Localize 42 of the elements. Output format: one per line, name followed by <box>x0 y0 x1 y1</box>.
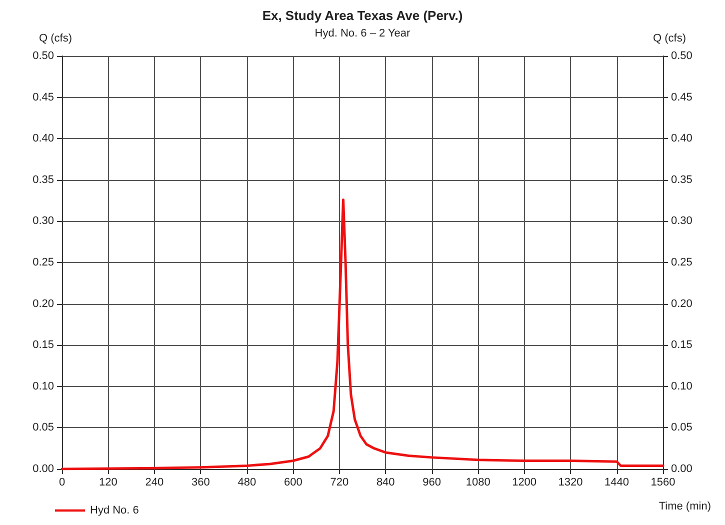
y2-tick-label: 0.40 <box>671 132 692 145</box>
y2-tick-label: 0.00 <box>671 463 692 475</box>
y2-tick-label: 0.25 <box>671 256 692 268</box>
y2-tick-label: 0.50 <box>671 50 692 62</box>
x-axis-title: Time (min) <box>658 500 711 512</box>
y-tick-label: 0.40 <box>32 132 54 145</box>
chart-subtitle: Hyd. No. 6 – 2 Year <box>314 28 411 40</box>
y2-tick-label: 0.15 <box>671 339 692 352</box>
y-tick-label: 0.15 <box>32 339 54 352</box>
x-tick-label: 600 <box>284 476 302 488</box>
y-tick-label: 0.45 <box>32 91 54 104</box>
x-tick-label: 360 <box>192 476 210 488</box>
x-tick-label: 840 <box>376 476 395 488</box>
x-tick-label: 1560 <box>650 476 676 488</box>
chart-title: Ex, Study Area Texas Ave (Perv.) <box>262 8 463 23</box>
y2-tick-label: 0.45 <box>671 91 692 104</box>
y-tick-label: 0.20 <box>32 298 54 310</box>
x-tick-label: 1440 <box>604 476 630 488</box>
y2-tick-label: 0.10 <box>671 380 692 392</box>
y-tick-label: 0.30 <box>32 215 54 228</box>
x-tick-label: 1200 <box>512 476 537 488</box>
y-tick-label: 0.25 <box>32 256 54 268</box>
x-tick-label: 1080 <box>466 476 490 488</box>
legend-label: Hyd No. 6 <box>90 504 139 516</box>
x-tick-label: 1320 <box>558 476 583 488</box>
y-tick-label: 0.05 <box>32 422 54 434</box>
y-tick-label: 0.00 <box>32 463 54 475</box>
y2-tick-label: 0.20 <box>671 298 692 310</box>
y2-tick-label: 0.35 <box>671 174 692 186</box>
x-tick-label: 240 <box>145 476 164 488</box>
y2-tick-label: 0.30 <box>671 215 692 228</box>
x-tick-label: 720 <box>330 476 349 488</box>
x-tick-label: 0 <box>58 476 66 488</box>
y-tick-label: 0.35 <box>32 174 54 186</box>
y-axis-title: Q (cfs) <box>39 32 72 44</box>
y-tick-label: 0.50 <box>32 50 54 62</box>
x-tick-label: 480 <box>238 476 256 488</box>
y-tick-label: 0.10 <box>32 380 54 392</box>
y2-tick-label: 0.05 <box>671 422 692 434</box>
x-tick-label: 120 <box>99 476 118 488</box>
x-tick-label: 960 <box>422 476 442 488</box>
y2-axis-title: Q (cfs) <box>653 32 686 44</box>
